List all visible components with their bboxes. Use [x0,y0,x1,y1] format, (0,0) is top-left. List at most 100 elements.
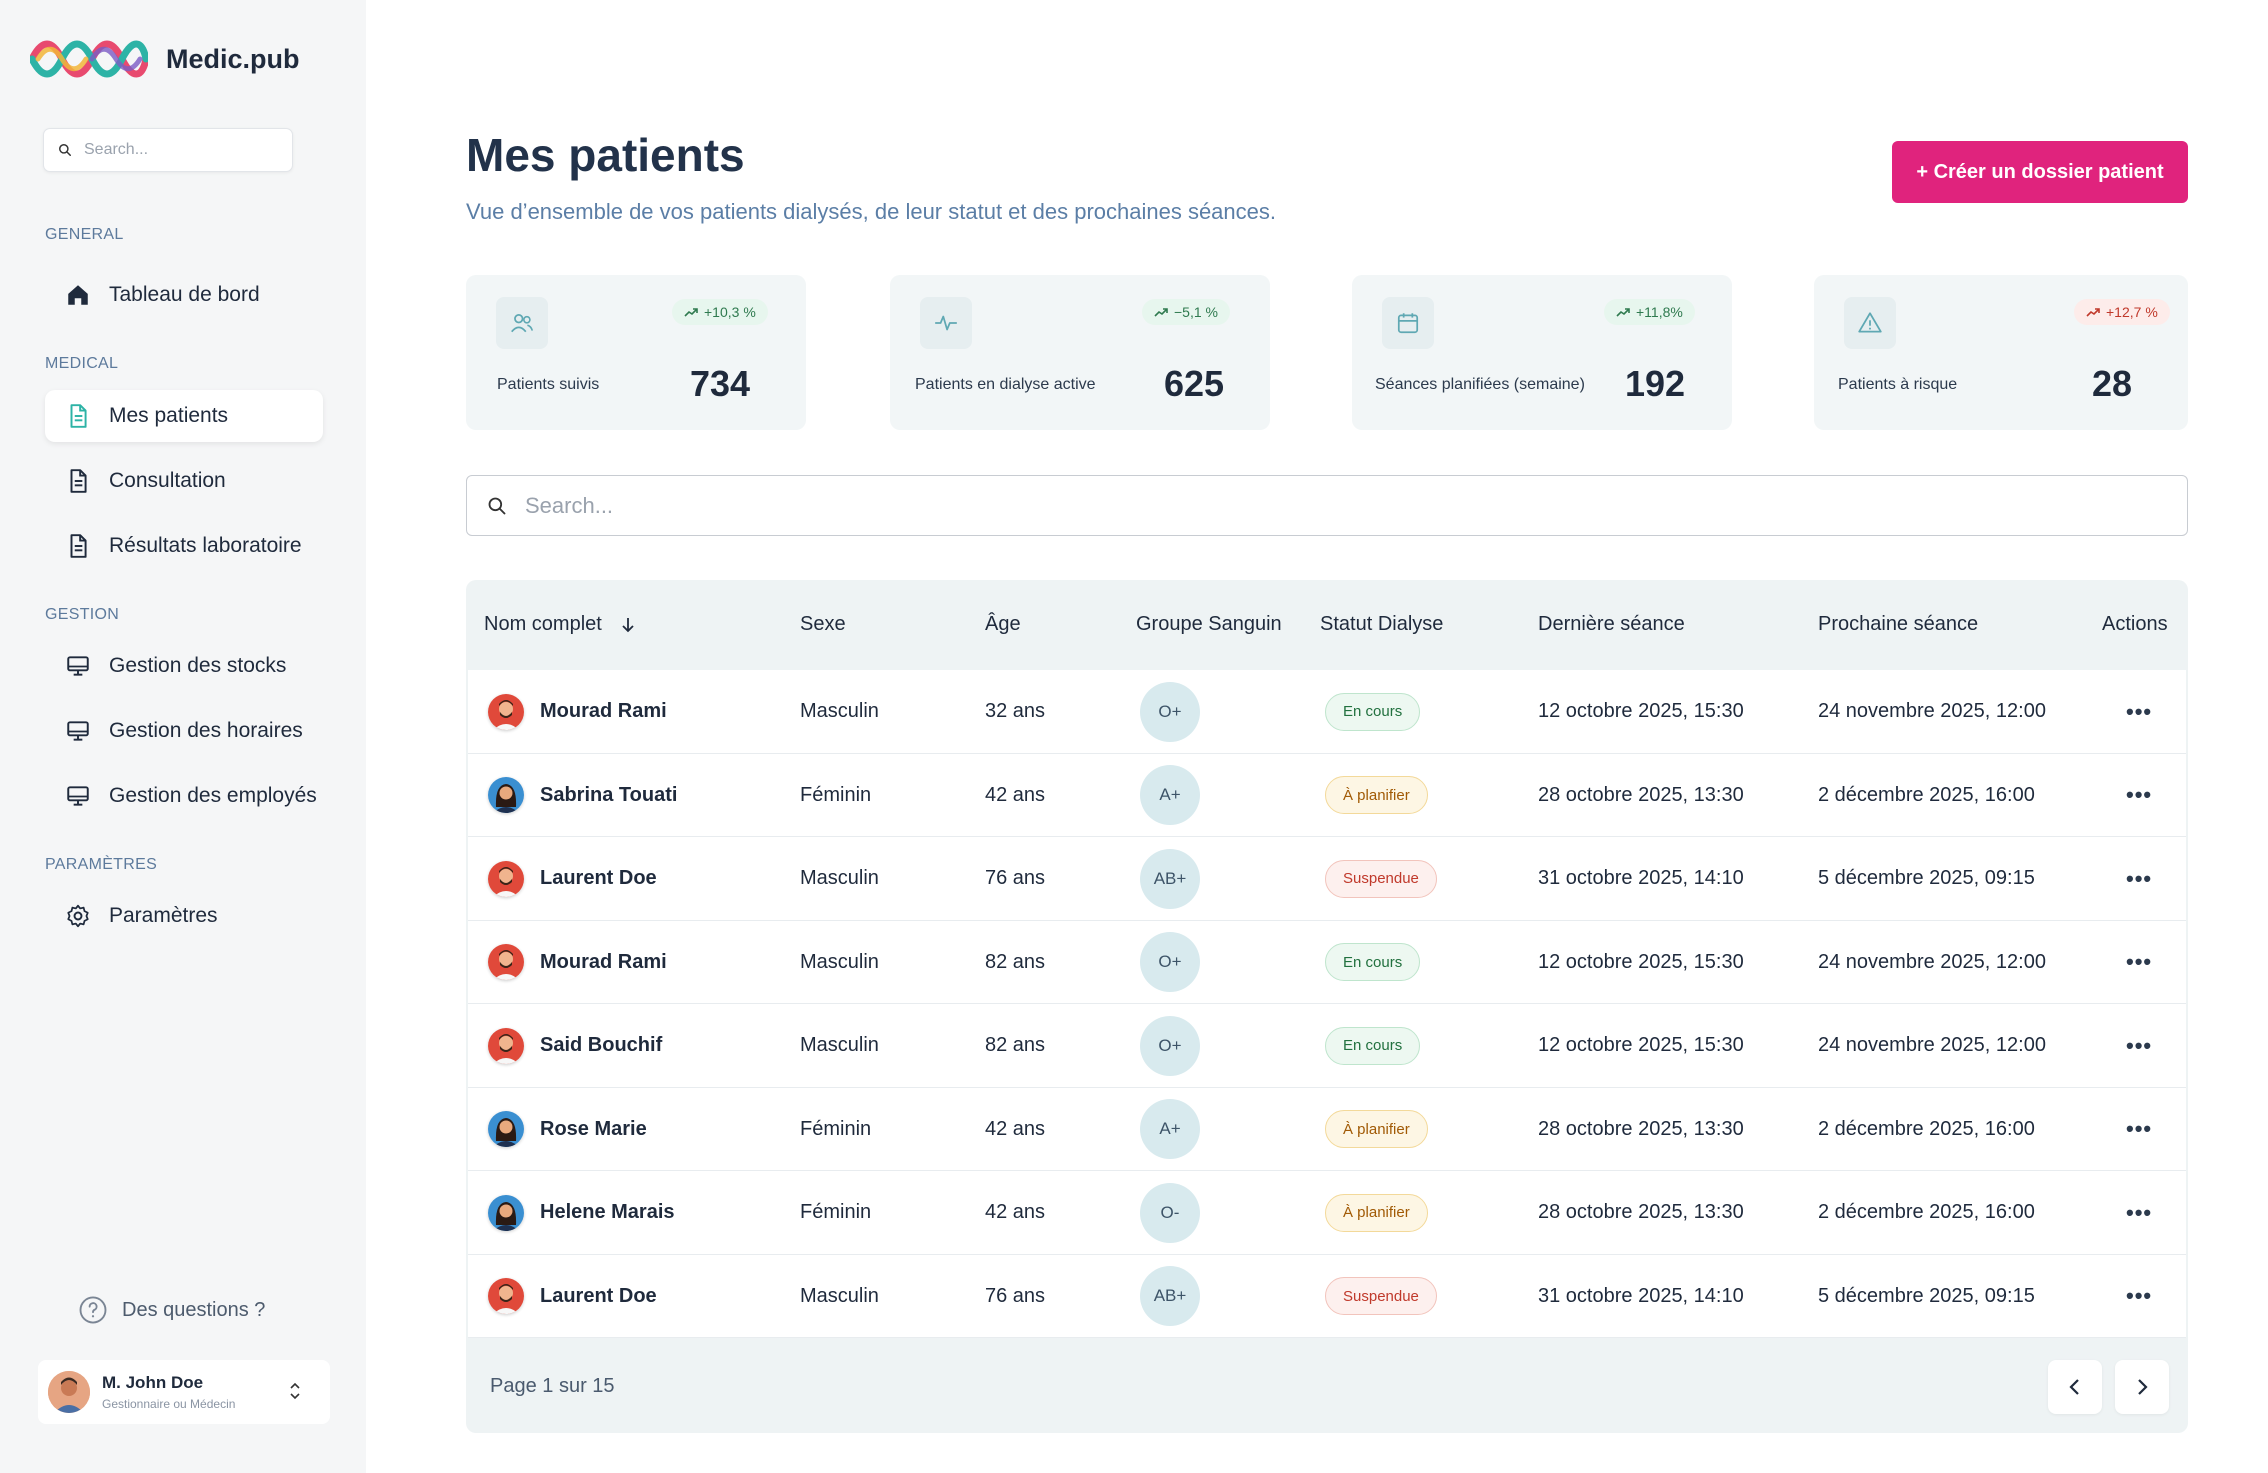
patient-name-cell[interactable]: Helene Marais [488,1171,675,1254]
more-actions-icon[interactable]: ••• [2126,1032,2153,1058]
last-session-cell: 28 octobre 2025, 13:30 [1538,1201,1744,1223]
sidebar-item-label: Gestion des employés [109,784,317,807]
table-row[interactable]: Mourad Rami Masculin 32 ans O+ En cours 12 oc… [468,670,2186,754]
sidebar-item-settings[interactable]: Paramètres [45,890,323,942]
patient-search-input[interactable] [525,492,2125,519]
blood-group-cell: AB+ [1140,837,1200,920]
patient-name-cell[interactable]: Laurent Doe [488,837,657,920]
chevron-up-down-icon [290,1382,300,1400]
blood-group-cell: O+ [1140,1004,1200,1087]
more-actions-icon[interactable]: ••• [2126,949,2153,974]
more-actions-icon[interactable]: ••• [2126,1116,2153,1141]
more-actions-icon[interactable]: ••• [2126,865,2153,891]
column-label: Nom complet [484,613,602,635]
table-row[interactable]: Rose Marie Féminin 42 ans A+ À planifier 28 o… [468,1088,2186,1171]
avatar [488,1278,524,1314]
column-header-next-session[interactable]: Prochaine séance [1818,613,1979,635]
table-row[interactable]: Helene Marais Féminin 42 ans O- À planifier 2… [468,1171,2186,1255]
age-cell: 42 ans [985,1117,1046,1140]
patient-name-cell[interactable]: Sabrina Touati [488,754,677,837]
trend-value: +10,3 % [704,304,756,320]
sidebar-item-consultation[interactable]: Consultation [45,455,323,507]
status-badge: À planifier [1325,1110,1428,1148]
patient-name-cell[interactable]: Rose Marie [488,1088,647,1171]
table-row[interactable]: Sabrina Touati Féminin 42 ans A+ À planifier… [468,754,2186,837]
column-header-sex[interactable]: Sexe [800,613,846,635]
column-header-age[interactable]: Âge [985,613,1021,635]
sex-cell: Masculin [800,1034,879,1056]
sidebar-item-employes[interactable]: Gestion des employés [45,770,323,822]
sidebar-item-stocks[interactable]: Gestion des stocks [45,640,323,692]
next-session-cell: 5 décembre 2025, 09:15 [1818,1284,2035,1307]
next-session-cell: 2 décembre 2025, 16:00 [1818,1201,2035,1223]
status-cell: À planifier [1325,1088,1428,1171]
row-actions-cell: ••• [2126,1004,2152,1087]
patient-name-cell[interactable]: Said Bouchif [488,1004,662,1087]
sidebar-item-label: Consultation [109,469,226,492]
patient-name-cell[interactable]: Mourad Rami [488,921,667,1004]
row-actions-cell: ••• [2126,1255,2152,1338]
trend-up-icon [2086,308,2100,317]
blood-group-cell: O+ [1140,670,1200,753]
sidebar-item-horaires[interactable]: Gestion des horaires [45,705,323,757]
monitor-icon [67,656,89,676]
status-badge: En cours [1325,692,1421,731]
patient-name-cell[interactable]: Laurent Doe [488,1255,657,1338]
patient-name: Laurent Doe [540,1284,657,1307]
status-cell: Suspendue [1325,1255,1437,1338]
sex-cell: Masculin [800,867,879,889]
sidebar-search[interactable] [43,128,293,172]
sidebar-item-dashboard[interactable]: Tableau de bord [45,269,323,321]
section-label-general: GENERAL [45,226,124,243]
last-session-cell: 12 octobre 2025, 15:30 [1538,700,1744,722]
column-header-blood[interactable]: Groupe Sanguin [1136,613,1282,635]
activity-icon [920,297,972,349]
more-actions-icon[interactable]: ••• [2126,1283,2153,1308]
column-header-actions: Actions [2102,613,2168,635]
status-cell: En cours [1325,921,1421,1004]
app-logo[interactable]: Medic.pub [30,34,300,84]
document-icon [70,534,87,558]
more-actions-icon[interactable]: ••• [2126,782,2153,807]
patient-name: Sabrina Touati [540,783,678,806]
status-badge: À planifier [1325,1193,1428,1232]
patient-search[interactable] [466,475,2188,536]
help-link[interactable]: Des questions ? [78,1295,265,1325]
previous-page-button[interactable] [2048,1360,2102,1414]
table-footer: Page 1 sur 15 [466,1340,2188,1433]
avatar [488,693,524,730]
more-actions-icon[interactable]: ••• [2126,698,2153,724]
table-row[interactable]: Laurent Doe Masculin 76 ans AB+ Suspendue 31 … [468,1255,2186,1338]
create-patient-button[interactable]: + Créer un dossier patient [1892,141,2188,203]
more-actions-icon[interactable]: ••• [2126,1199,2153,1225]
user-menu[interactable]: M. John Doe Gestionnaire ou Médecin [38,1360,330,1424]
table-row[interactable]: Mourad Rami Masculin 82 ans O+ En cours 12 oc… [468,921,2186,1004]
sidebar-item-label: Résultats laboratoire [109,534,302,557]
blood-group-cell: A+ [1140,1088,1200,1171]
next-session-cell: 5 décembre 2025, 09:15 [1818,867,2035,889]
age-cell: 42 ans [985,783,1046,806]
document-icon [70,404,87,428]
column-header-name[interactable]: Nom complet [484,613,636,636]
next-page-button[interactable] [2115,1360,2169,1414]
chevron-left-icon [2069,1379,2079,1395]
user-role: Gestionnaire ou Médecin [102,1397,236,1411]
stat-label: Patients en dialyse active [915,376,1096,393]
trend-up-icon [684,308,698,317]
trend-value: +11,8% [1636,304,1683,320]
status-cell: En cours [1325,1004,1421,1087]
sex-cell: Masculin [800,950,879,973]
sidebar-item-patients[interactable]: Mes patients [45,390,323,442]
stat-label: Séances planifiées (semaine) [1375,376,1585,393]
arrow-down-icon [622,617,634,632]
avatar [488,1194,524,1231]
sidebar-search-input[interactable] [84,141,264,159]
column-header-last-session[interactable]: Dernière séance [1538,613,1685,635]
next-session-cell: 2 décembre 2025, 16:00 [1818,1117,2035,1140]
sidebar-item-lab-results[interactable]: Résultats laboratoire [45,520,323,572]
blood-group-badge: A+ [1140,1099,1200,1159]
table-row[interactable]: Laurent Doe Masculin 76 ans AB+ Suspendue 31 … [468,837,2186,921]
patient-name-cell[interactable]: Mourad Rami [488,670,667,753]
column-header-status[interactable]: Statut Dialyse [1320,613,1444,635]
table-row[interactable]: Said Bouchif Masculin 82 ans O+ En cours 12 o… [468,1004,2186,1088]
